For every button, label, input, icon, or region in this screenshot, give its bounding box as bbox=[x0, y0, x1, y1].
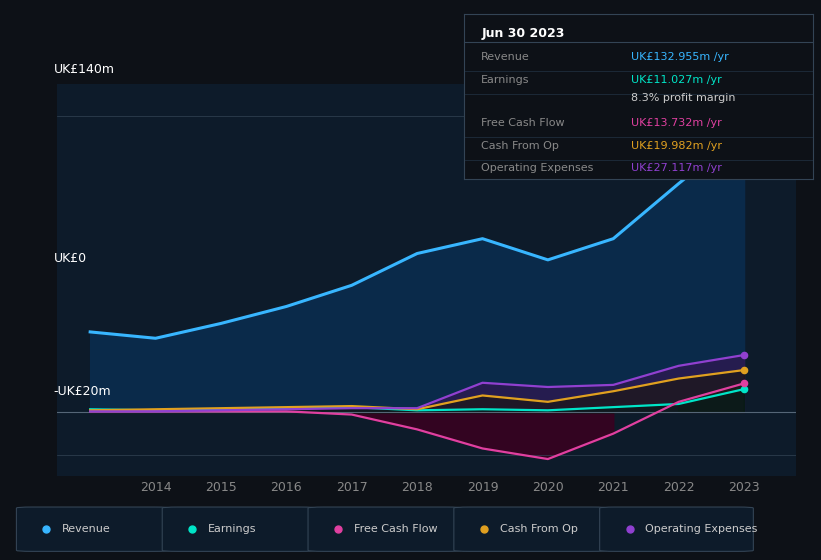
Text: 8.3% profit margin: 8.3% profit margin bbox=[631, 94, 736, 103]
Point bbox=[737, 351, 750, 360]
Text: UK£11.027m /yr: UK£11.027m /yr bbox=[631, 75, 722, 85]
FancyBboxPatch shape bbox=[599, 507, 754, 552]
Text: -UK£20m: -UK£20m bbox=[54, 385, 112, 398]
Text: Free Cash Flow: Free Cash Flow bbox=[481, 118, 565, 128]
Text: Jun 30 2023: Jun 30 2023 bbox=[481, 27, 565, 40]
Text: Operating Expenses: Operating Expenses bbox=[481, 162, 594, 172]
Text: Revenue: Revenue bbox=[481, 52, 530, 62]
FancyBboxPatch shape bbox=[454, 507, 608, 552]
Text: Cash From Op: Cash From Op bbox=[499, 524, 577, 534]
Text: UK£132.955m /yr: UK£132.955m /yr bbox=[631, 52, 729, 62]
Text: UK£0: UK£0 bbox=[54, 252, 87, 265]
FancyBboxPatch shape bbox=[163, 507, 316, 552]
FancyBboxPatch shape bbox=[308, 507, 461, 552]
Text: Revenue: Revenue bbox=[62, 524, 111, 534]
Text: UK£19.982m /yr: UK£19.982m /yr bbox=[631, 141, 722, 151]
Text: Earnings: Earnings bbox=[481, 75, 530, 85]
Text: Operating Expenses: Operating Expenses bbox=[645, 524, 758, 534]
Point bbox=[737, 385, 750, 394]
Text: UK£13.732m /yr: UK£13.732m /yr bbox=[631, 118, 722, 128]
Text: Cash From Op: Cash From Op bbox=[481, 141, 559, 151]
Text: Free Cash Flow: Free Cash Flow bbox=[354, 524, 438, 534]
Point bbox=[737, 379, 750, 388]
Point bbox=[737, 366, 750, 375]
Point bbox=[737, 126, 750, 135]
FancyBboxPatch shape bbox=[16, 507, 170, 552]
Text: UK£140m: UK£140m bbox=[54, 63, 115, 76]
Text: UK£27.117m /yr: UK£27.117m /yr bbox=[631, 162, 722, 172]
Text: Earnings: Earnings bbox=[208, 524, 256, 534]
